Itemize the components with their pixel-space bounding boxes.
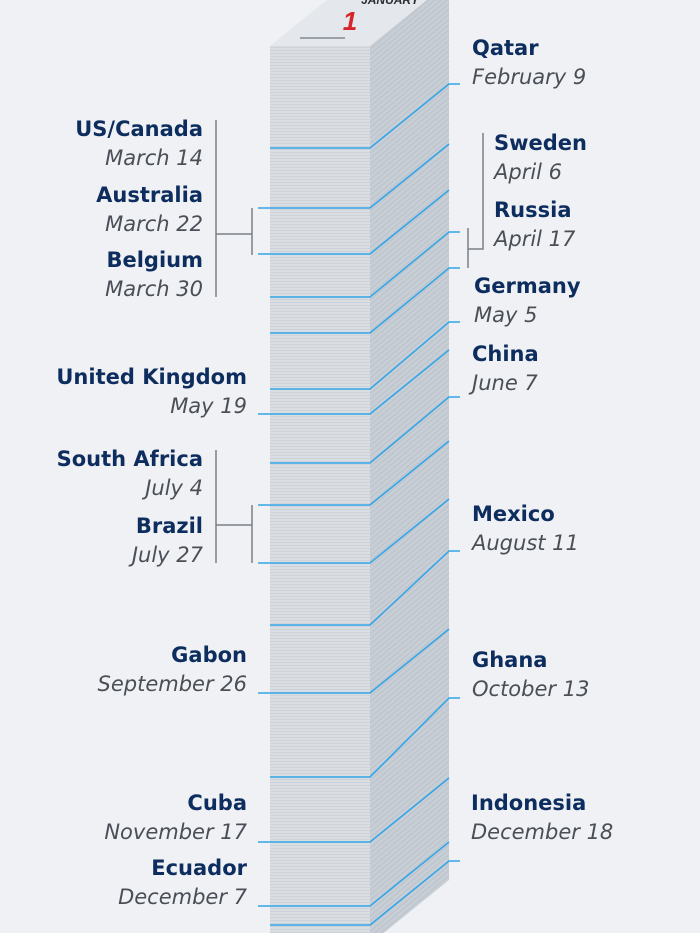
label-belgium: Belgium March 30 — [105, 250, 203, 300]
release-date: August 11 — [472, 531, 579, 555]
country-name: Belgium — [106, 248, 203, 272]
label-germany: Germany May 5 — [474, 276, 581, 326]
country-name: Australia — [96, 183, 203, 207]
release-date: June 7 — [472, 371, 538, 395]
label-qatar: Qatar February 9 — [472, 38, 586, 88]
country-name: Indonesia — [471, 791, 587, 815]
release-date: March 22 — [105, 212, 203, 236]
label-ghana: Ghana October 13 — [472, 650, 589, 700]
country-name: Qatar — [472, 36, 539, 60]
calendar-day: 1 — [343, 6, 357, 36]
label-russia: Russia April 17 — [494, 200, 575, 250]
label-mexico: Mexico August 11 — [472, 504, 579, 554]
label-ecuador: Ecuador December 7 — [118, 858, 247, 908]
release-date: March 14 — [105, 146, 203, 170]
release-date: April 6 — [494, 160, 563, 184]
calendar-side-face — [370, 0, 449, 933]
label-brazil: Brazil July 27 — [132, 516, 203, 566]
country-name: China — [472, 342, 539, 366]
country-name: Mexico — [472, 502, 555, 526]
label-gabon: Gabon September 26 — [98, 645, 247, 695]
label-us-canada: US/Canada March 14 — [75, 119, 203, 169]
calendar-top-face — [270, 0, 427, 46]
label-sweden: Sweden April 6 — [494, 133, 587, 183]
calendar-front-face — [270, 46, 370, 933]
country-name: South Africa — [56, 447, 203, 471]
group-brackets — [215, 120, 484, 563]
country-name: Sweden — [494, 131, 587, 155]
release-date: September 26 — [97, 672, 247, 696]
country-name: Ecuador — [151, 856, 247, 880]
release-date: April 17 — [494, 227, 576, 251]
release-date: December 18 — [471, 820, 614, 844]
label-australia: Australia March 22 — [96, 185, 203, 235]
label-cuba: Cuba November 17 — [104, 793, 247, 843]
release-date: July 4 — [145, 476, 203, 500]
release-date: July 27 — [131, 543, 203, 567]
country-name: Ghana — [472, 648, 548, 672]
release-date: November 17 — [104, 820, 247, 844]
label-china: China June 7 — [472, 344, 539, 394]
release-date: May 19 — [170, 394, 247, 418]
country-name: Gabon — [171, 643, 247, 667]
country-name: Russia — [494, 198, 572, 222]
release-date: May 5 — [474, 303, 538, 327]
country-name: Germany — [474, 274, 581, 298]
country-name: Brazil — [135, 514, 203, 538]
release-date: December 7 — [118, 885, 247, 909]
label-south-africa: South Africa July 4 — [57, 449, 203, 499]
label-united-kingdom: United Kingdom May 19 — [56, 367, 247, 417]
label-indonesia: Indonesia December 18 — [471, 793, 613, 843]
calendar-month: JANUARY — [361, 0, 420, 7]
release-date: March 30 — [105, 277, 203, 301]
country-name: United Kingdom — [56, 365, 247, 389]
date-lines — [258, 83, 460, 926]
release-date: February 9 — [472, 65, 587, 89]
country-name: US/Canada — [75, 117, 203, 141]
release-date: October 13 — [472, 677, 590, 701]
country-name: Cuba — [187, 791, 247, 815]
